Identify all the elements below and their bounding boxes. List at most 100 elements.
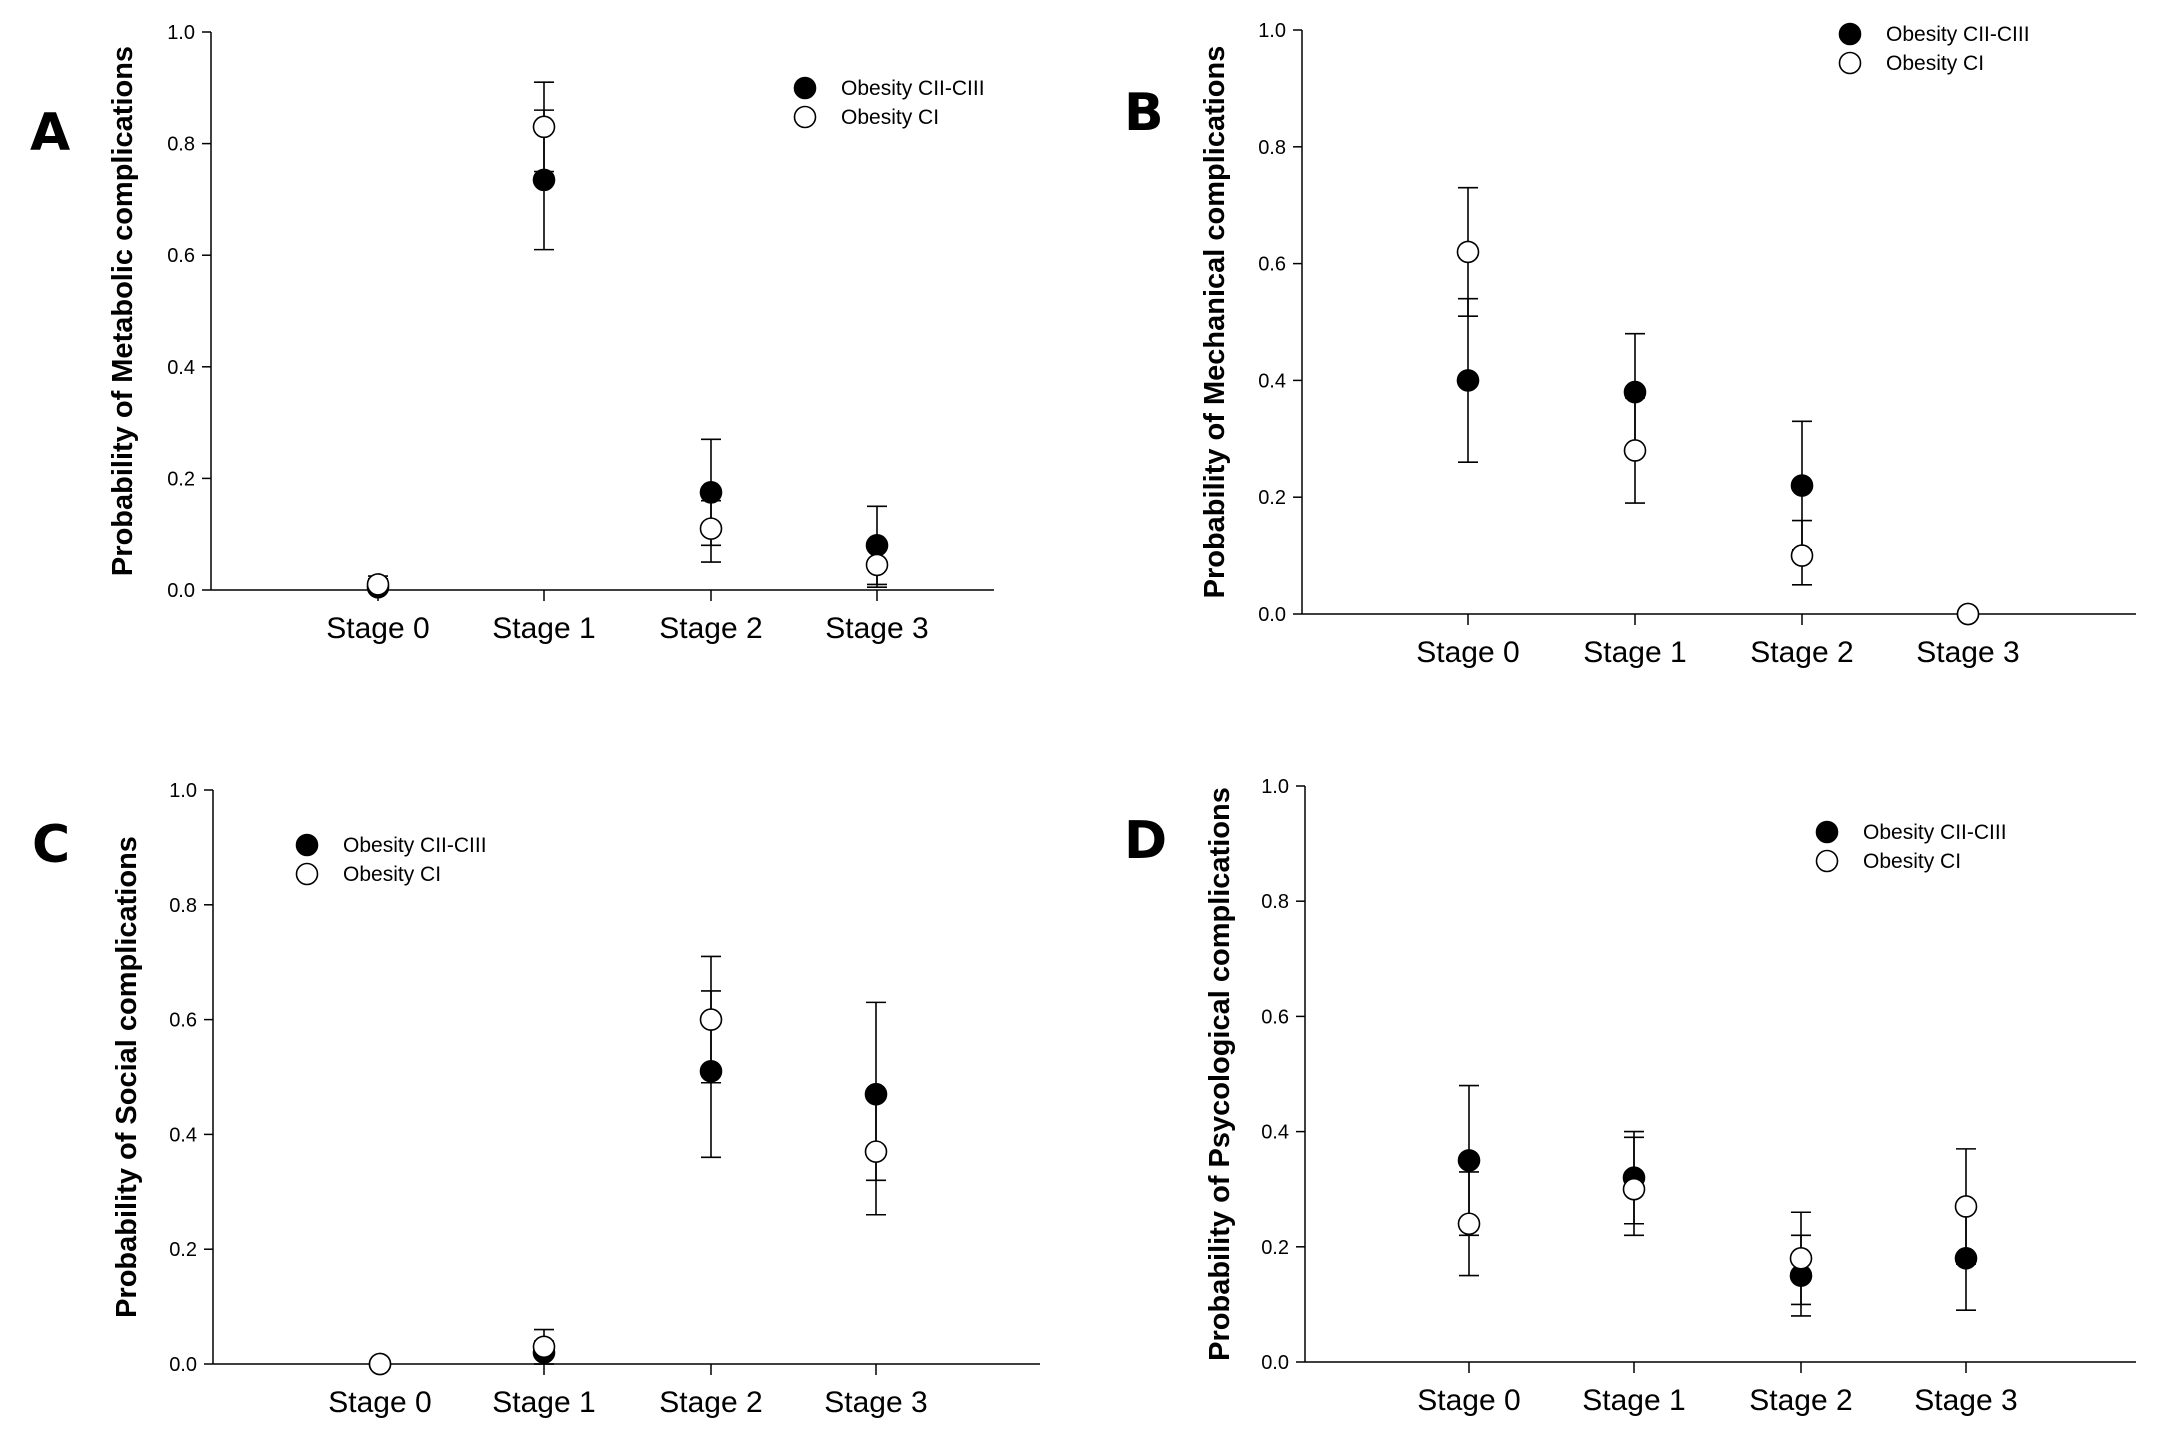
data-point [1790, 544, 1814, 567]
y-tick-label: 1.0 [169, 780, 197, 802]
chart-panel-a: A 0.0 0.2 0.4 0.6 0.8 1.0 Stage 0 Stage 1 Stage 2… [30, 22, 994, 645]
data-point [865, 553, 889, 577]
markers-obesity-ci [1456, 240, 1980, 626]
data-point [1456, 240, 1480, 264]
legend-marker [1815, 820, 1839, 844]
series-obesity-ci [1459, 1136, 1976, 1306]
data-point [1457, 1212, 1481, 1236]
data-point [1457, 1149, 1481, 1172]
y-tick-label: 0.0 [1261, 1352, 1289, 1374]
x-tick-label: Stage 1 [492, 1386, 595, 1419]
y-axis-title: Probability of Metabolic complications [107, 46, 139, 576]
legend-label: Obesity CII-CIII [1863, 821, 2007, 844]
x-tick-label: Stage 3 [825, 612, 928, 645]
data-point [1954, 1247, 1978, 1270]
y-tick-label: 1.0 [167, 22, 195, 44]
y-tick-label: 0.8 [167, 134, 195, 156]
markers-obesity-cii-ciii [1456, 369, 1980, 626]
legend-marker [295, 833, 319, 857]
series-obesity-ci [368, 81, 887, 591]
legend-marker [793, 105, 817, 129]
markers-obesity-ci [1457, 1177, 1978, 1270]
chart-panel-c: C 0.0 0.2 0.4 0.6 0.8 1.0 Stage 0 Stage 1 Stage 2… [32, 780, 1040, 1419]
x-tick-label: Stage 3 [824, 1386, 927, 1419]
x-tick-label: Stage 1 [1583, 636, 1686, 669]
y-tick-label: 0.6 [1258, 254, 1286, 276]
legend-label: Obesity CI [343, 863, 441, 886]
data-point [864, 1082, 888, 1106]
data-point [1956, 602, 1980, 626]
y-tick-label: 0.2 [169, 1239, 197, 1261]
data-point [532, 115, 556, 139]
y-tick-label: 0.8 [1261, 891, 1289, 913]
y-tick-label: 0.4 [169, 1124, 197, 1146]
x-tick-label: Stage 0 [1417, 1384, 1520, 1417]
x-tick-label: Stage 0 [328, 1386, 431, 1419]
data-point [1623, 380, 1647, 404]
x-tick-label: Stage 2 [659, 1386, 762, 1419]
x-tick-label: Stage 3 [1916, 636, 2019, 669]
panel-letter: C [32, 815, 70, 875]
data-point [532, 1335, 556, 1359]
y-tick-label: 0.2 [167, 468, 195, 490]
y-tick-label: 0.8 [169, 895, 197, 917]
data-point [699, 517, 723, 540]
panel-letter: B [1124, 83, 1164, 143]
legend-marker [793, 76, 817, 100]
legend: Obesity CII-CIII Obesity CI [793, 76, 985, 129]
data-point [366, 573, 390, 596]
data-point [532, 168, 556, 192]
y-axis-title: Probability of Psycological complication… [1204, 787, 1236, 1361]
data-point [864, 1140, 888, 1163]
legend-label: Obesity CII-CIII [841, 77, 985, 100]
legend-label: Obesity CI [1886, 52, 1984, 75]
series-obesity-cii-ciii [534, 990, 886, 1365]
legend-label: Obesity CII-CIII [1886, 23, 2030, 46]
y-axis-title: Probability of Mechanical complications [1199, 46, 1231, 599]
y-tick-label: 1.0 [1258, 20, 1286, 42]
series-obesity-cii-ciii [1459, 1084, 1976, 1317]
markers-obesity-cii-ciii [1457, 1149, 1978, 1287]
legend-marker [1815, 849, 1839, 873]
y-tick-label: 0.4 [1258, 370, 1286, 392]
x-tick-label: Stage 2 [659, 612, 762, 645]
data-point [1954, 1195, 1978, 1218]
y-tick-label: 0.4 [1261, 1122, 1289, 1144]
markers-obesity-cii-ciii [366, 168, 889, 599]
y-tick-label: 0.6 [167, 245, 195, 267]
legend-marker [1838, 22, 1862, 46]
legend-label: Obesity CI [841, 106, 939, 129]
legend: Obesity CII-CIII Obesity CI [295, 833, 487, 886]
y-tick-label: 0.8 [1258, 137, 1286, 159]
data-point [1789, 1247, 1813, 1270]
legend: Obesity CII-CIII Obesity CI [1838, 22, 2030, 75]
x-tick-label: Stage 0 [326, 612, 429, 645]
data-point [699, 481, 723, 504]
x-tick-label: Stage 1 [492, 612, 595, 645]
panel-letter: A [30, 103, 70, 163]
markers-obesity-ci [368, 1008, 888, 1376]
data-point [1623, 439, 1647, 462]
x-tick-label: Stage 1 [1582, 1384, 1685, 1417]
y-tick-label: 0.6 [1261, 1006, 1289, 1028]
data-point [1622, 1177, 1646, 1201]
y-tick-label: 0.0 [167, 580, 195, 602]
y-tick-label: 0.2 [1258, 487, 1286, 509]
legend-label: Obesity CI [1863, 850, 1961, 873]
legend: Obesity CII-CIII Obesity CI [1815, 820, 2007, 873]
data-point [699, 1008, 723, 1031]
data-point [865, 534, 889, 557]
x-tick-label: Stage 2 [1749, 1384, 1852, 1417]
x-tick-label: Stage 3 [1914, 1384, 2017, 1417]
legend-marker [295, 862, 319, 886]
markers-obesity-cii-ciii [368, 1059, 888, 1376]
y-tick-label: 1.0 [1261, 776, 1289, 798]
y-tick-label: 0.0 [169, 1354, 197, 1376]
data-point [699, 1059, 723, 1083]
x-tick-label: Stage 0 [1416, 636, 1519, 669]
y-axis-title: Probability of Social complications [111, 836, 143, 1318]
y-tick-label: 0.2 [1261, 1237, 1289, 1259]
series-obesity-cii-ciii [368, 109, 887, 591]
y-tick-label: 0.6 [169, 1010, 197, 1032]
